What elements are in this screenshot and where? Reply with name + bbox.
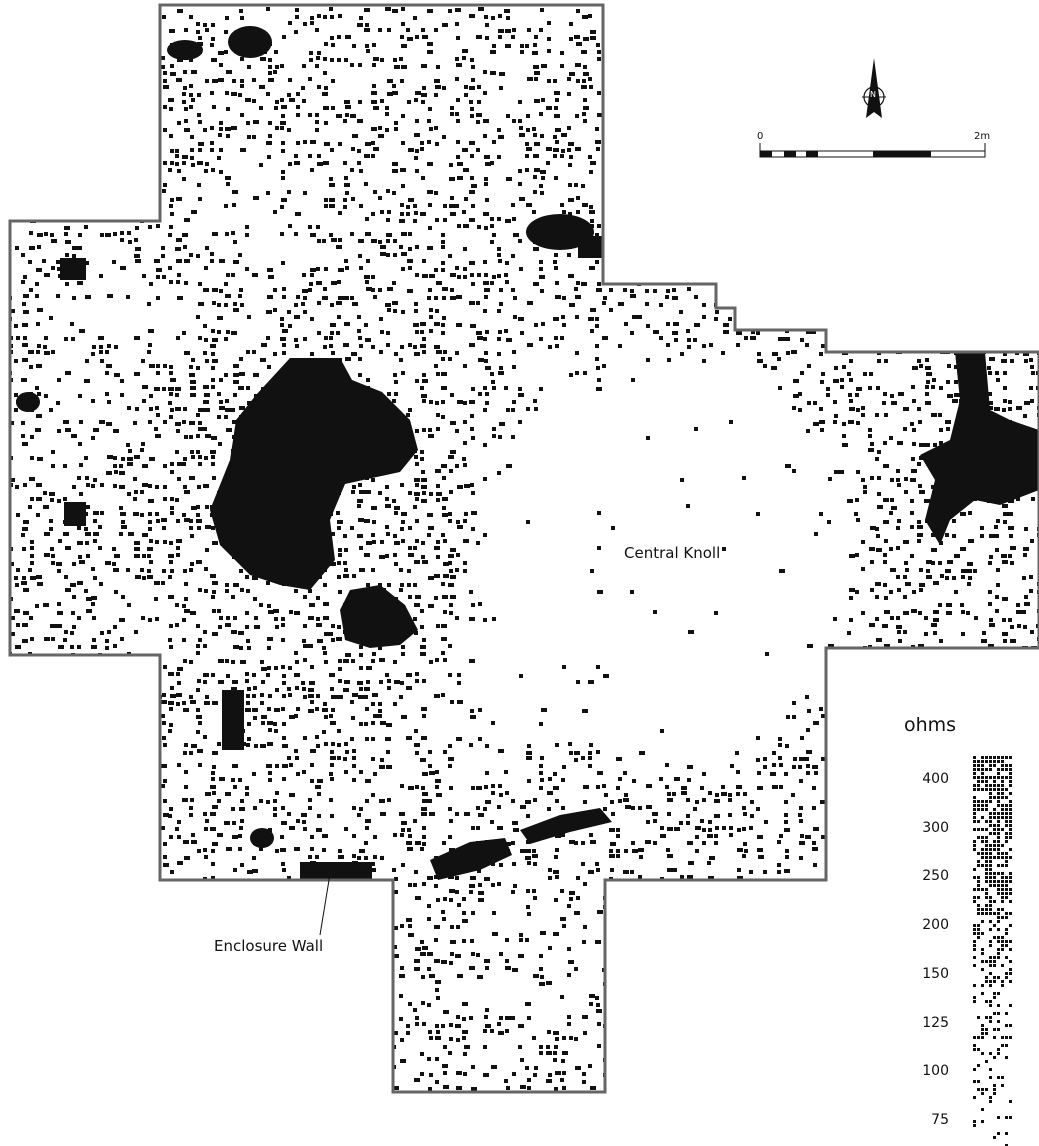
- anomaly-south-central-west: [340, 585, 418, 648]
- north-arrow-icon: [862, 58, 886, 118]
- enclosure-wall-segment-3: [520, 808, 612, 844]
- legend-tick-1: 300: [922, 819, 949, 836]
- legend-tick-5: 125: [922, 1014, 949, 1031]
- anomaly-east: [920, 352, 1039, 545]
- resistance-dot-field: [10, 5, 1039, 1091]
- legend-tick-2: 250: [922, 868, 949, 885]
- enclosure-wall-label: Enclosure Wall: [214, 937, 324, 955]
- anomaly-west-linear: [222, 690, 244, 750]
- legend-tick-4: 150: [922, 965, 949, 982]
- legend-tick-7: 75: [931, 1111, 949, 1128]
- legend-unit-label: ohms: [904, 714, 957, 736]
- scale-start-label: 0: [757, 131, 764, 142]
- anomaly-north-edge: [167, 40, 203, 60]
- legend-tick-6: 100: [922, 1063, 949, 1080]
- anomaly-west-3: [16, 392, 40, 412]
- legend-density-bar: [973, 756, 1012, 1146]
- north-arrow-letter: N: [870, 90, 876, 99]
- scale-bar: [759, 143, 986, 158]
- anomaly-northeast-edge: [578, 236, 604, 258]
- high-resistance-anomalies: [16, 26, 1039, 880]
- anomaly-west-2: [64, 502, 86, 526]
- legend-tick-0: 400: [922, 771, 949, 787]
- anomaly-central-west: [210, 358, 418, 590]
- enclosure-wall-leader: [319, 873, 331, 936]
- scale-end-label: 2m: [974, 131, 991, 142]
- enclosure-wall-segment-1: [300, 862, 372, 880]
- central-knoll-label: Central Knoll: [624, 544, 721, 562]
- survey-grid-outline: [8, 3, 1039, 1094]
- anomaly-northeast: [526, 214, 594, 250]
- anomaly-south-west: [250, 828, 274, 848]
- legend-tick-3: 200: [922, 917, 949, 934]
- anomaly-northwest: [228, 26, 272, 58]
- enclosure-wall-segment-2: [430, 838, 512, 880]
- anomaly-west-1: [60, 258, 86, 280]
